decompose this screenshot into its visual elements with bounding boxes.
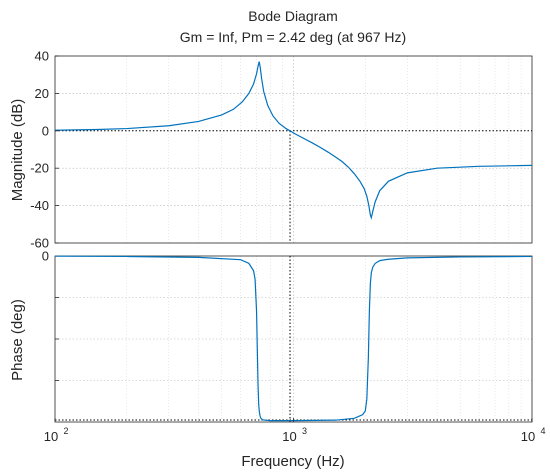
magnitude-curve bbox=[54, 61, 533, 220]
y-tick-label: 0 bbox=[42, 249, 49, 264]
y-tick-label: 0 bbox=[42, 123, 49, 138]
magnitude-y-axis-label: Magnitude (dB) bbox=[9, 99, 26, 202]
x-tick-label: 10 bbox=[521, 429, 535, 444]
y-tick-label: 40 bbox=[35, 49, 49, 64]
frequency-x-ticks: 10 2 10 3 10 4 bbox=[44, 418, 546, 444]
magnitude-grid bbox=[55, 56, 532, 243]
magnitude-y-ticks: 40 20 0 -20 -40 -60 bbox=[30, 49, 59, 251]
magnitude-plot-area bbox=[54, 61, 533, 243]
x-tick-label: 10 bbox=[282, 429, 296, 444]
phase-y-axis-label: Phase (deg) bbox=[9, 299, 26, 381]
chart-subtitle: Gm = Inf, Pm = 2.42 deg (at 967 Hz) bbox=[180, 29, 406, 45]
phase-y-ticks: 0 bbox=[42, 249, 59, 381]
x-tick-exponent: 4 bbox=[540, 426, 545, 436]
chart-title: Bode Diagram bbox=[248, 8, 338, 24]
phase-curve bbox=[54, 255, 533, 422]
y-tick-label: 20 bbox=[35, 86, 49, 101]
y-tick-label: -40 bbox=[30, 198, 49, 213]
y-tick-label: -60 bbox=[30, 236, 49, 251]
x-axis-label: Frequency (Hz) bbox=[241, 453, 344, 470]
y-tick-label: -20 bbox=[30, 161, 49, 176]
phase-grid bbox=[55, 256, 532, 422]
x-tick-exponent: 3 bbox=[302, 426, 307, 436]
x-tick-label: 10 bbox=[44, 429, 58, 444]
x-tick-exponent: 2 bbox=[63, 426, 68, 436]
magnitude-axes-frame bbox=[54, 55, 533, 244]
